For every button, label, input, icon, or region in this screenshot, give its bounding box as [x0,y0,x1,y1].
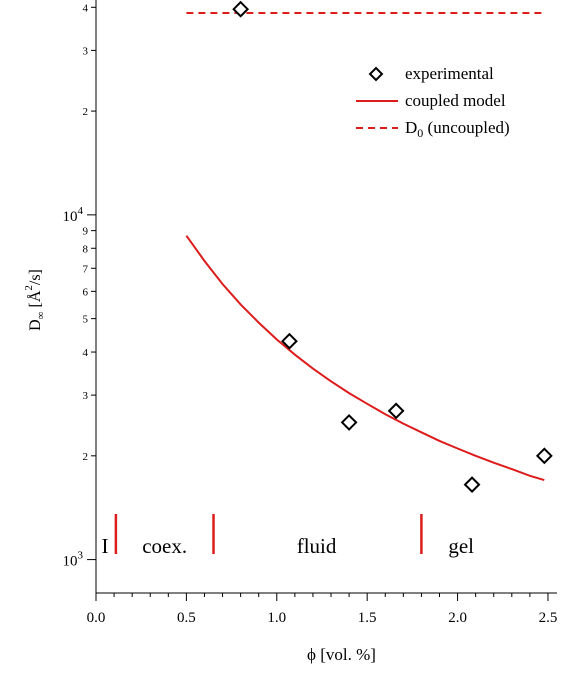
experimental-point [463,476,481,494]
y-tick-label: 6 [83,286,89,298]
y-tick-label: 4 [83,2,89,14]
region-label: gel [448,534,474,558]
experimental-point [281,332,298,350]
x-tick-label: 2.5 [539,610,558,626]
y-tick-label: 3 [83,390,89,402]
x-tick-label: 0.5 [177,610,196,626]
series-lines [185,12,545,482]
experimental-point [535,447,553,465]
y-tick-label: 104 [63,205,84,225]
legend-label: experimental [405,64,494,83]
data-markers [232,0,553,494]
coupled-model-line [185,235,545,482]
x-tick-label: 1.5 [358,610,377,626]
region-label: I [102,534,109,558]
x-axis-ticks: 0.0 0.5 1.0 1.5 2.0 2.5 [87,593,558,626]
legend-label: coupled model [405,91,506,110]
experimental-point [340,413,358,431]
y-tick-label: 9 [83,226,89,238]
y-tick-label: 8 [83,243,89,255]
experimental-point [232,0,250,18]
x-tick-label: 2.0 [448,610,467,626]
y-tick-label: 4 [83,347,89,359]
x-tick-label: 1.0 [267,610,286,626]
region-boundaries [114,514,423,554]
y-tick-label: 7 [83,263,89,275]
legend-diamond-icon [368,66,384,82]
x-tick-label: 0.0 [87,610,106,626]
y-axis-label: D∞ [Å2/s] [23,269,47,331]
region-label: coex. [142,534,187,558]
y-tick-label: 5 [83,314,89,326]
x-axis-label: ϕ [vol. %] [307,645,376,664]
legend-label: D0 (uncoupled) [405,118,510,140]
y-tick-label: 103 [63,550,84,570]
experimental-point [387,402,405,420]
y-tick-label: 3 [83,45,89,57]
axes [95,0,557,594]
legend: experimental coupled model D0 (uncoupled) [356,64,510,140]
y-tick-label: 2 [83,451,89,463]
y-axis-ticks: 103 104 2 3 4 5 6 7 8 9 2 3 4 [63,2,96,570]
y-tick-label: 2 [83,106,89,118]
axis-labels: ϕ [vol. %] D∞ [Å2/s] [23,269,376,664]
region-label: fluid [297,534,337,558]
